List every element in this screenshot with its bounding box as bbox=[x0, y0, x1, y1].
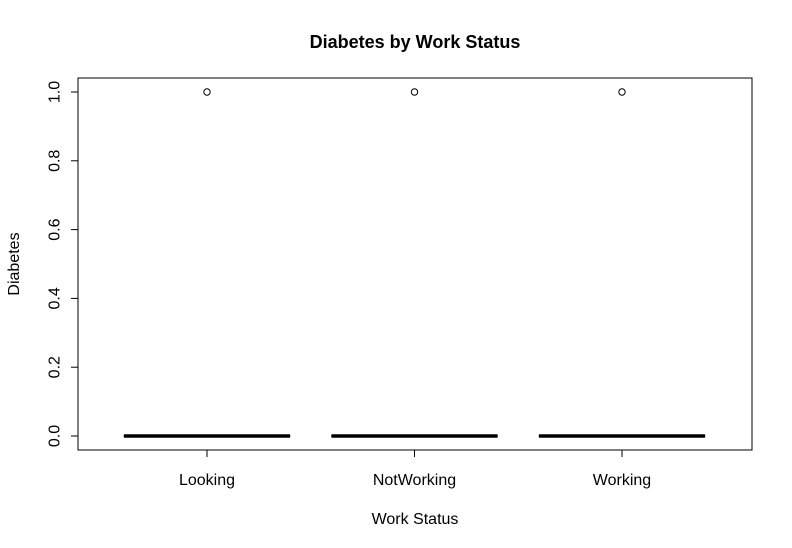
outlier-point-Working bbox=[618, 88, 626, 96]
y-tick-label: 0.4 bbox=[47, 287, 64, 309]
x-tick-label: Working bbox=[593, 472, 651, 489]
y-tick-label: 1.0 bbox=[47, 81, 64, 103]
chart-title: Diabetes by Work Status bbox=[310, 32, 521, 52]
y-tick-label: 0.2 bbox=[47, 356, 64, 378]
y-tick-label: 0.8 bbox=[47, 150, 64, 172]
y-axis-label: Diabetes bbox=[6, 232, 23, 295]
x-axis-label: Work Status bbox=[372, 511, 459, 528]
y-tick-label: 0.6 bbox=[47, 218, 64, 240]
x-tick-label: Looking bbox=[179, 472, 235, 489]
outlier-point-Looking bbox=[203, 88, 211, 96]
x-axis: Looking NotWorking Working bbox=[179, 449, 651, 489]
outlier-point-NotWorking bbox=[410, 88, 419, 96]
x-tick-label: NotWorking bbox=[373, 472, 456, 489]
y-tick-label: 0.0 bbox=[47, 425, 64, 447]
boxes-layer bbox=[123, 88, 706, 438]
y-axis: 0.0 0.2 0.4 0.6 0.8 1.0 bbox=[47, 81, 79, 447]
plot-frame bbox=[77, 77, 753, 451]
